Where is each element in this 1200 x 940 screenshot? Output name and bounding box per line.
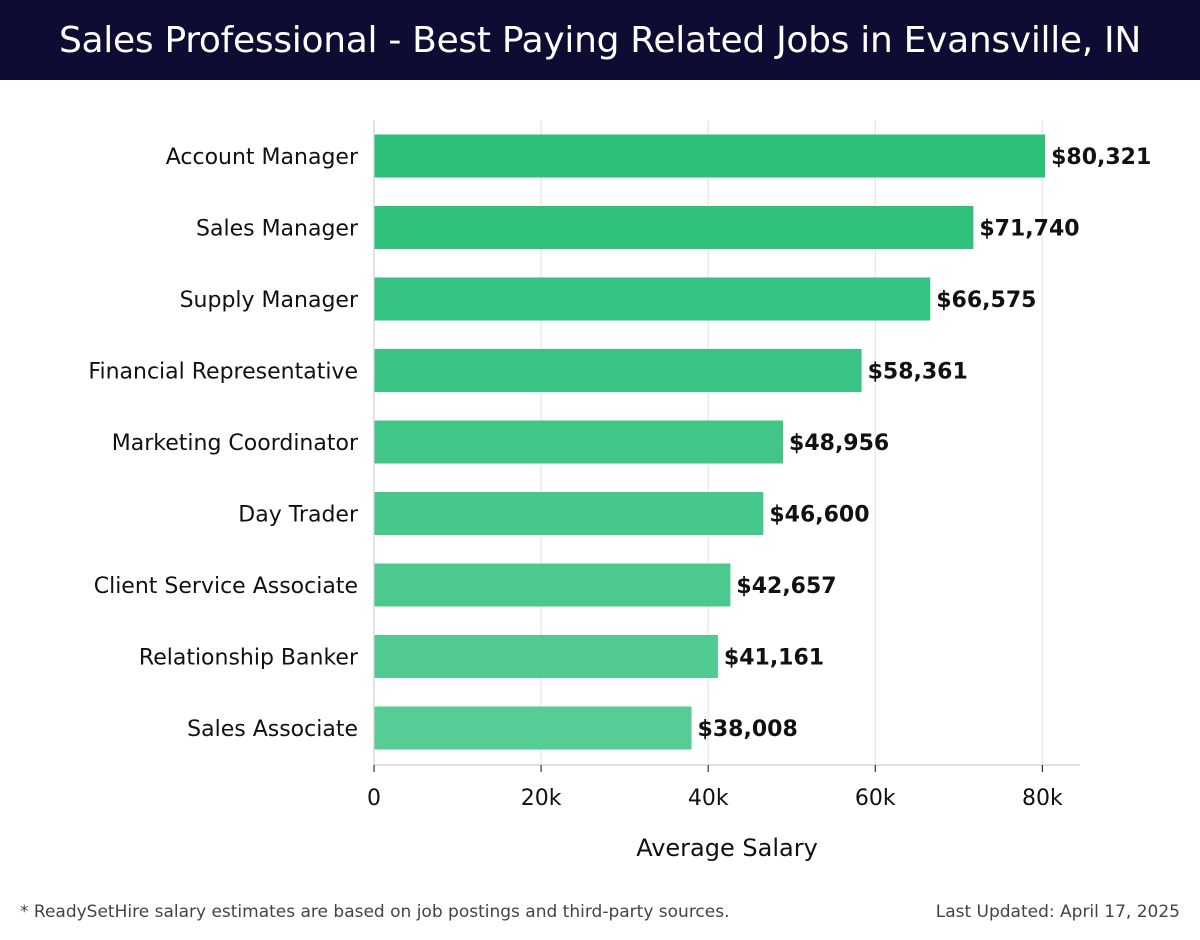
value-label: $38,008 xyxy=(698,717,798,742)
bar xyxy=(374,206,974,249)
x-tick-label: 60k xyxy=(855,786,896,811)
chart-title: Sales Professional - Best Paying Related… xyxy=(58,19,1142,61)
category-label: Client Service Associate xyxy=(94,574,358,599)
bar xyxy=(374,635,718,678)
category-label: Relationship Banker xyxy=(139,646,359,671)
category-labels: Account Manager Sales Manager Supply Manag… xyxy=(88,145,359,742)
category-label: Marketing Coordinator xyxy=(112,431,359,456)
x-axis-title: Average Salary xyxy=(636,834,818,862)
salary-bar-chart: Account Manager Sales Manager Supply Manag… xyxy=(88,120,1152,862)
x-tick-label: 20k xyxy=(521,786,562,811)
bar xyxy=(374,420,784,464)
bar xyxy=(374,563,731,607)
value-label: $42,657 xyxy=(736,574,836,599)
chart-header: Sales Professional - Best Paying Related… xyxy=(0,0,1200,80)
category-label: Supply Manager xyxy=(180,288,359,313)
value-label: $48,956 xyxy=(789,431,889,456)
category-label: Account Manager xyxy=(166,145,359,170)
footnote: * ReadySetHire salary estimates are base… xyxy=(20,902,730,922)
x-tick-label: 0 xyxy=(367,786,381,811)
x-axis: 0 20k 40k 60k 80k xyxy=(367,120,1080,811)
category-label: Sales Associate xyxy=(187,717,358,742)
category-label: Sales Manager xyxy=(196,217,359,242)
last-updated: Last Updated: April 17, 2025 xyxy=(935,902,1180,922)
category-label: Financial Representative xyxy=(88,360,358,385)
value-labels: $80,321 $71,740 $66,575 $58,361 $48,956 $46,6… xyxy=(698,145,1152,742)
value-label: $41,161 xyxy=(724,646,824,671)
value-label: $66,575 xyxy=(936,288,1036,313)
value-label: $58,361 xyxy=(868,360,968,385)
value-label: $46,600 xyxy=(769,503,869,528)
bar xyxy=(374,349,862,392)
x-tick-label: 80k xyxy=(1022,786,1063,811)
bar xyxy=(374,492,764,535)
bars xyxy=(374,134,1046,750)
x-tick-label: 40k xyxy=(688,786,729,811)
value-label: $71,740 xyxy=(979,217,1079,242)
bar xyxy=(374,277,931,321)
category-label: Day Trader xyxy=(238,503,359,528)
bar xyxy=(374,706,692,750)
value-label: $80,321 xyxy=(1051,145,1151,170)
bar xyxy=(374,134,1046,178)
